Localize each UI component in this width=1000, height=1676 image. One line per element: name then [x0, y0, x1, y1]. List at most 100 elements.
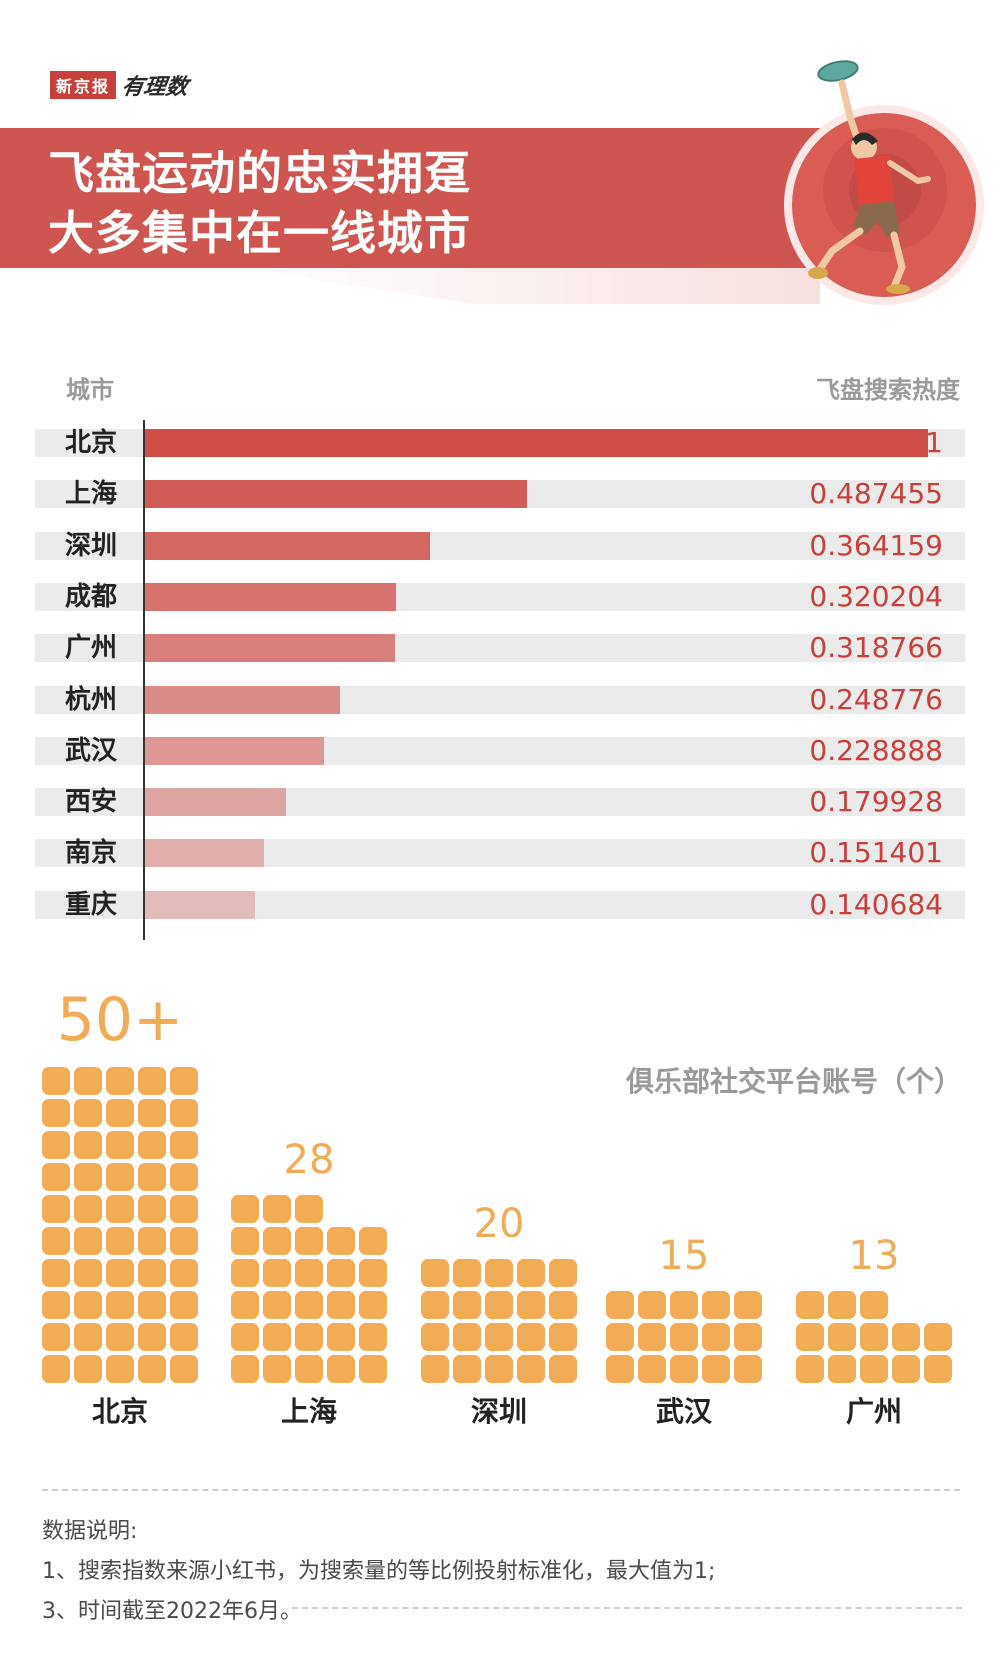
bar-row: 南京 0.151401 — [35, 836, 965, 869]
waffle-square — [327, 1291, 355, 1319]
waffle-square — [138, 1323, 166, 1351]
waffle-square — [517, 1323, 545, 1351]
waffle-value-label: 20 — [473, 1201, 525, 1247]
bar-category-label: 武汉 — [65, 735, 118, 766]
waffle-square — [42, 1259, 70, 1287]
notes-end-rule — [292, 1607, 962, 1609]
waffle-square — [453, 1323, 481, 1351]
waffle-square — [828, 1291, 856, 1319]
waffle-square — [638, 1355, 666, 1383]
waffle-square — [359, 1355, 387, 1383]
waffle-square — [170, 1355, 198, 1383]
waffle-square — [74, 1355, 102, 1383]
waffle-category-label: 北京 — [91, 1395, 148, 1428]
waffle-value-label: 13 — [848, 1233, 900, 1279]
bar — [145, 839, 264, 868]
waffle-square — [263, 1291, 291, 1319]
waffle-square — [170, 1131, 198, 1159]
waffle-square — [106, 1131, 134, 1159]
waffle-category-label: 上海 — [280, 1395, 337, 1428]
waffle-square — [828, 1323, 856, 1351]
waffle-square — [359, 1323, 387, 1351]
waffle-square — [263, 1259, 291, 1287]
waffle-square — [359, 1259, 387, 1287]
waffle-square — [170, 1291, 198, 1319]
notes-heading: 数据说明: — [42, 1519, 138, 1544]
bar-value-label: 0.364159 — [809, 528, 943, 562]
note-line-1: 1、搜索指数来源小红书，为搜索量的等比例投射标准化，最大值为1; — [42, 1559, 716, 1584]
waffle-square — [170, 1099, 198, 1127]
waffle-square — [485, 1291, 513, 1319]
waffle-square — [796, 1323, 824, 1351]
waffle-square — [138, 1099, 166, 1127]
waffle-square — [74, 1291, 102, 1319]
bar-row: 成都 0.320204 — [35, 580, 965, 613]
waffle-square — [138, 1259, 166, 1287]
bar — [145, 634, 395, 663]
bar-category-header: 城市 — [66, 376, 114, 404]
waffle-square — [42, 1163, 70, 1191]
waffle-square — [860, 1355, 888, 1383]
bar-category-label: 重庆 — [65, 889, 118, 920]
bar-value-label: 0.228888 — [809, 733, 943, 767]
bar — [145, 890, 256, 919]
waffle-square — [231, 1291, 259, 1319]
waffle-square — [327, 1323, 355, 1351]
waffle-square — [106, 1067, 134, 1095]
waffle-square — [106, 1259, 134, 1287]
waffle-square — [74, 1195, 102, 1223]
waffle-square — [106, 1099, 134, 1127]
waffle-square — [263, 1355, 291, 1383]
bar-category-label: 南京 — [65, 838, 118, 869]
bar-value-label: 1 — [925, 426, 943, 459]
waffle-square — [702, 1355, 730, 1383]
waffle-square — [549, 1259, 577, 1287]
waffle-square — [892, 1323, 920, 1351]
waffle-square — [295, 1259, 323, 1287]
waffle-square — [74, 1259, 102, 1287]
waffle-square — [106, 1227, 134, 1255]
bar-category-label: 西安 — [65, 787, 118, 818]
waffle-square — [421, 1291, 449, 1319]
waffle-square — [421, 1323, 449, 1351]
waffle-square — [327, 1259, 355, 1287]
waffle-square — [106, 1355, 134, 1383]
bar — [145, 685, 340, 714]
waffle-square — [828, 1355, 856, 1383]
search-heat-bar-chart: 北京 1 上海 0.487455 深圳 0.364159 成都 0.320204 广州 0.318… — [35, 426, 965, 921]
bar-value-label: 0.487455 — [809, 477, 943, 511]
waffle-square — [892, 1355, 920, 1383]
waffle-square — [606, 1291, 634, 1319]
waffle-square — [263, 1323, 291, 1351]
waffle-square — [138, 1227, 166, 1255]
bar — [145, 531, 431, 560]
waffle-square — [606, 1323, 634, 1351]
bar-category-label: 杭州 — [65, 684, 118, 715]
bar-category-label: 上海 — [65, 479, 118, 510]
bar-category-label: 广州 — [65, 633, 118, 664]
waffle-square — [860, 1291, 888, 1319]
bar-axis-line — [143, 420, 145, 940]
waffle-square — [138, 1163, 166, 1191]
waffle-square — [74, 1099, 102, 1127]
waffle-square — [549, 1355, 577, 1383]
waffle-square — [42, 1323, 70, 1351]
waffle-square — [231, 1227, 259, 1255]
bar — [145, 582, 396, 611]
notes-divider — [42, 1489, 960, 1491]
waffle-square — [42, 1355, 70, 1383]
bar-value-label: 0.151401 — [809, 836, 943, 870]
bar-row: 广州 0.318766 — [35, 631, 965, 664]
bar-row: 重庆 0.140684 — [35, 888, 965, 921]
waffle-square — [106, 1163, 134, 1191]
waffle-square — [485, 1259, 513, 1287]
bar-row: 杭州 0.248776 — [35, 683, 965, 716]
waffle-square — [231, 1195, 259, 1223]
waffle-square — [549, 1291, 577, 1319]
waffle-square — [453, 1291, 481, 1319]
waffle-square — [263, 1195, 291, 1223]
waffle-square — [327, 1227, 355, 1255]
waffle-square — [517, 1259, 545, 1287]
waffle-square — [295, 1227, 323, 1255]
waffle-square — [295, 1291, 323, 1319]
